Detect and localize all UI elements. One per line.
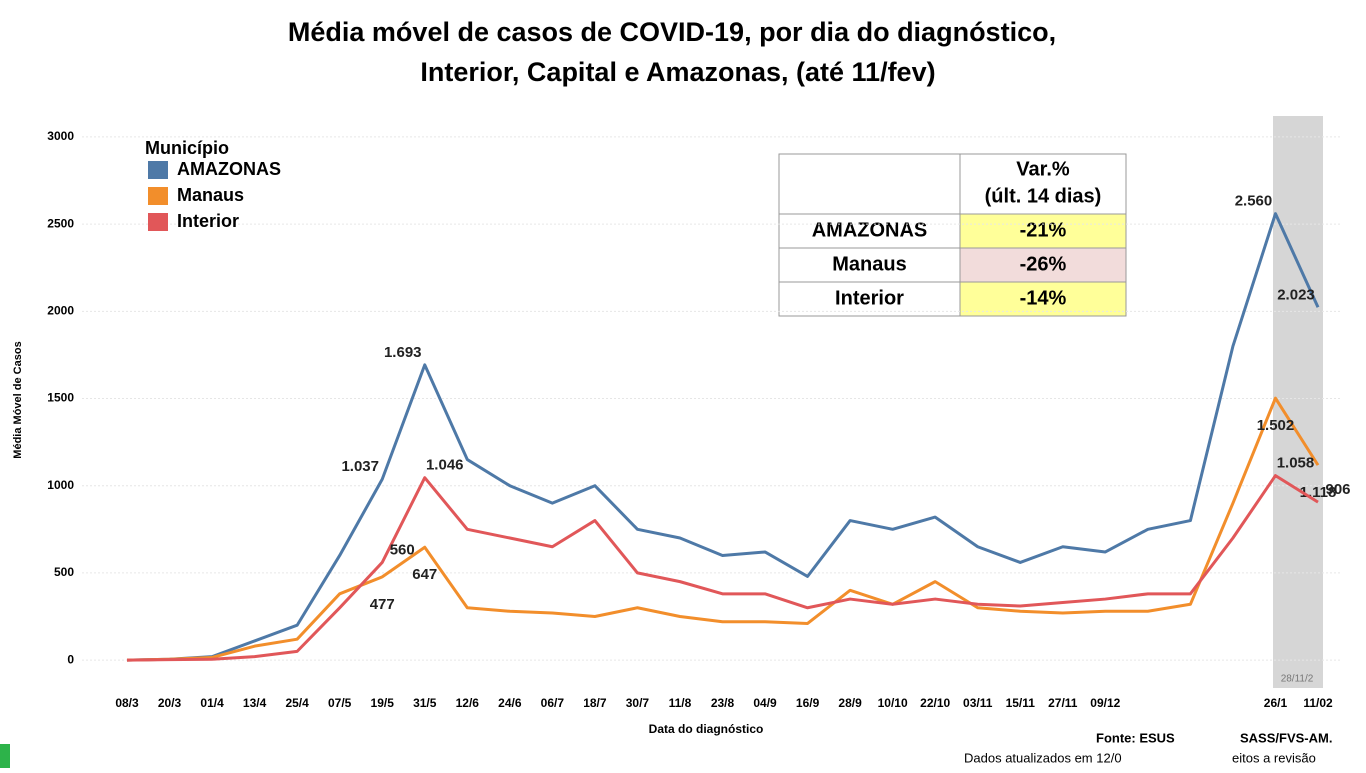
x-tick-label: 09/12 bbox=[1090, 696, 1120, 710]
data-label: 2.023 bbox=[1277, 286, 1315, 303]
data-label: 906 bbox=[1325, 481, 1350, 498]
source: SASS/FVS-AM. bbox=[1240, 730, 1332, 745]
data-label: 1.046 bbox=[426, 457, 464, 474]
shaded-label: 28/11/2 bbox=[1281, 674, 1314, 685]
source: Fonte: ESUS bbox=[1096, 730, 1175, 745]
chart-title: Média móvel de casos de COVID-19, por di… bbox=[288, 17, 1056, 47]
table-text: -21% bbox=[1020, 219, 1067, 241]
data-label: 1.502 bbox=[1257, 417, 1295, 434]
line bbox=[126, 474, 1319, 662]
table-text: -26% bbox=[1020, 253, 1067, 275]
x-tick-label: 28/9 bbox=[838, 696, 862, 710]
table-cell bbox=[778, 153, 961, 215]
y-tick-label: 0 bbox=[67, 652, 74, 666]
y-tick-label: 1000 bbox=[47, 478, 74, 492]
table-header: (últ. 14 dias) bbox=[985, 185, 1102, 207]
line bbox=[126, 212, 1320, 662]
shaded-region bbox=[1273, 116, 1323, 688]
x-tick-label: 11/02 bbox=[1303, 696, 1333, 710]
legend-label: Manaus bbox=[177, 185, 244, 205]
y-tick-label: 2500 bbox=[47, 216, 74, 230]
y-tick-label: 500 bbox=[54, 565, 74, 579]
table-cell bbox=[959, 281, 1127, 317]
data-label: 477 bbox=[370, 596, 395, 613]
x-tick-label: 23/8 bbox=[711, 696, 735, 710]
table-header: Var.% bbox=[1016, 158, 1070, 180]
table-cell bbox=[778, 213, 961, 249]
x-tick-label: 30/7 bbox=[626, 696, 650, 710]
legend-label: AMAZONAS bbox=[177, 159, 281, 179]
legend-label: Interior bbox=[177, 211, 239, 231]
x-tick-label: 15/11 bbox=[1006, 696, 1036, 710]
chart-title: Interior, Capital e Amazonas, (até 11/fe… bbox=[420, 57, 935, 87]
x-tick-label: 20/3 bbox=[158, 696, 182, 710]
legend-swatch bbox=[148, 161, 168, 179]
x-tick-label: 01/4 bbox=[200, 696, 224, 710]
x-tick-label: 16/9 bbox=[796, 696, 820, 710]
x-tick-label: 04/9 bbox=[753, 696, 777, 710]
x-tick-label: 13/4 bbox=[243, 696, 267, 710]
y-axis-label: Média Móvel de Casos bbox=[12, 341, 24, 458]
x-tick-label: 25/4 bbox=[285, 696, 309, 710]
data-label: 1.693 bbox=[384, 344, 422, 361]
table-cell bbox=[959, 213, 1127, 249]
data-label: 1.037 bbox=[341, 458, 379, 475]
y-tick-label: 1500 bbox=[47, 391, 74, 405]
x-tick-label: 07/5 bbox=[328, 696, 352, 710]
x-tick-label: 11/8 bbox=[669, 696, 692, 710]
x-tick-label: 27/11 bbox=[1048, 696, 1078, 710]
x-tick-label: 26/1 bbox=[1264, 696, 1288, 710]
table-text: Interior bbox=[835, 287, 904, 309]
table-text: -14% bbox=[1020, 287, 1067, 309]
table-text: AMAZONAS bbox=[812, 219, 928, 241]
x-tick-label: 19/5 bbox=[371, 696, 395, 710]
line bbox=[126, 396, 1320, 662]
source: eitos a revisão bbox=[1232, 750, 1316, 765]
legend-swatch bbox=[148, 213, 168, 231]
x-tick-label: 22/10 bbox=[920, 696, 950, 710]
x-tick-label: 08/3 bbox=[115, 696, 139, 710]
source: Dados atualizados em 12/0 bbox=[964, 750, 1122, 765]
x-tick-label: 12/6 bbox=[456, 696, 480, 710]
x-axis-label: Data do diagnóstico bbox=[649, 722, 764, 736]
data-label: 1.058 bbox=[1277, 455, 1315, 472]
x-tick-label: 10/10 bbox=[878, 696, 908, 710]
x-tick-label: 31/5 bbox=[413, 696, 437, 710]
decoration bbox=[0, 744, 10, 768]
data-label: 560 bbox=[390, 541, 415, 558]
table-cell bbox=[778, 281, 961, 317]
legend-swatch bbox=[148, 187, 168, 205]
x-tick-label: 18/7 bbox=[583, 696, 607, 710]
data-label: 2.560 bbox=[1235, 193, 1273, 210]
table-text: Manaus bbox=[832, 253, 906, 275]
y-tick-label: 2000 bbox=[47, 303, 74, 317]
table: Var.% (últ. 14 dias) AMAZONAS -21% Manaus -26… bbox=[778, 153, 1127, 317]
x-tick-label: 03/11 bbox=[963, 696, 993, 710]
data-label: 647 bbox=[412, 566, 437, 583]
x-tick-label: 24/6 bbox=[498, 696, 522, 710]
table-cell bbox=[959, 153, 1127, 215]
x-tick-label: 06/7 bbox=[541, 696, 565, 710]
legend-title: Município bbox=[145, 138, 229, 158]
y-tick-label: 3000 bbox=[47, 129, 74, 143]
